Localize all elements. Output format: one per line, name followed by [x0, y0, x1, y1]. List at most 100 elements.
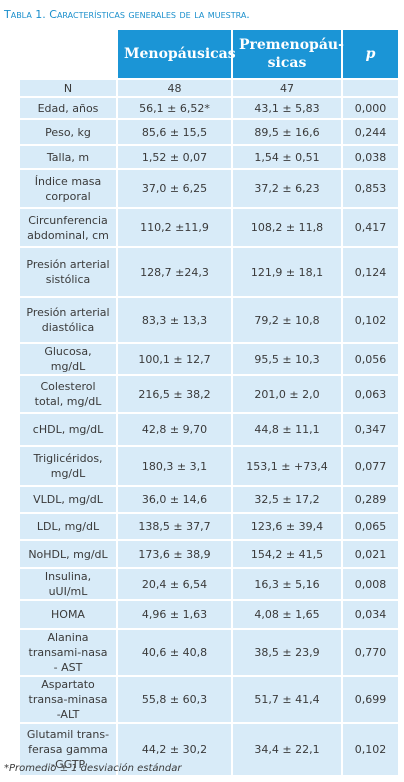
table-row: VLDL, mg/dL 36,0 ± 14,6 32,5 ± 17,2 0,289 [18, 485, 400, 514]
table-cell: 138,5 ± 37,7 [116, 512, 233, 541]
table-row: Edad, años 56,1 ± 6,52* 43,1 ± 5,83 0,000 [18, 96, 400, 120]
table-cell: 0,347 [341, 412, 400, 447]
table-cell: 43,1 ± 5,83 [231, 96, 343, 120]
table-cell: 44,8 ± 11,1 [231, 412, 343, 447]
table-cell: 42,8 ± 9,70 [116, 412, 233, 447]
table-cell: 0,289 [341, 485, 400, 514]
table-cell: 34,4 ± 22,1 [231, 722, 343, 777]
table-cell: 37,2 ± 6,23 [231, 168, 343, 209]
table-row: NoHDL, mg/dL 173,6 ± 38,9 154,2 ± 41,5 0,02… [18, 539, 400, 569]
table-row: HOMA 4,96 ± 1,63 4,08 ± 1,65 0,034 [18, 599, 400, 630]
table-cell: 44,2 ± 30,2 [116, 722, 233, 777]
table: Menopáusicas Premenopáu-sicas p N 48 47 Eda… [18, 28, 400, 777]
table-cell: 79,2 ± 10,8 [231, 296, 343, 344]
table-row: Triglicéridos, mg/dL 180,3 ± 3,1 153,1 ± +… [18, 445, 400, 487]
header-cell: Premenopáu-sicas [231, 28, 344, 80]
table-cell: 0,770 [341, 628, 400, 677]
header-row: Menopáusicas Premenopáu-sicas p [18, 28, 400, 80]
table-cell: 0,244 [341, 118, 400, 146]
table-cell: 0,063 [341, 374, 400, 414]
table-body: N 48 47 Edad, años 56,1 ± 6,52* 43,1 ± 5,83 0,… [18, 78, 400, 777]
row-label: VLDL, mg/dL [18, 485, 118, 514]
table-cell: 0,056 [341, 342, 400, 376]
row-label: Alanina transami-nasa - AST [18, 628, 118, 677]
row-label: HOMA [18, 599, 118, 630]
table-cell: 128,7 ±24,3 [116, 246, 233, 298]
table-cell: 0,038 [341, 144, 400, 170]
table-cell: 110,2 ±11,9 [116, 207, 233, 248]
row-label: Edad, años [18, 96, 118, 120]
row-label: Aspartato transa-minasa -ALT [18, 675, 118, 724]
table-cell: 20,4 ± 6,54 [116, 567, 233, 601]
table-cell: 16,3 ± 5,16 [231, 567, 343, 601]
row-label: Insulina, uUI/mL [18, 567, 118, 601]
table-row: Aspartato transa-minasa -ALT 55,8 ± 60,3 5… [18, 675, 400, 724]
table-cell: 153,1 ± +73,4 [231, 445, 343, 487]
row-label: cHDL, mg/dL [18, 412, 118, 447]
footnote: *Promedio ± 1 desviación estándar [4, 763, 182, 774]
table-row: Presión arterial sistólica 128,7 ±24,3 121… [18, 246, 400, 298]
table-cell: 121,9 ± 18,1 [231, 246, 343, 298]
row-label: Presión arterial diastólica [18, 296, 118, 344]
table-cell: 0,124 [341, 246, 400, 298]
table-cell: 180,3 ± 3,1 [116, 445, 233, 487]
table-cell [341, 78, 400, 98]
header-cell: Menopáusicas [116, 28, 236, 80]
row-label: N [18, 78, 118, 98]
table-cell: 0,021 [341, 539, 400, 569]
header-cell: p [341, 28, 400, 80]
table-cell: 85,6 ± 15,5 [116, 118, 233, 146]
table-row: Glucosa, mg/dL 100,1 ± 12,7 95,5 ± 10,3 0,0… [18, 342, 400, 376]
table-row: Insulina, uUI/mL 20,4 ± 6,54 16,3 ± 5,16 0,… [18, 567, 400, 601]
table-row: Glutamil trans-ferasa gamma -GGTP 44,2 ± … [18, 722, 400, 777]
table-cell: 38,5 ± 23,9 [231, 628, 343, 677]
table-cell: 0,008 [341, 567, 400, 601]
table-row: Índice masa corporal 37,0 ± 6,25 37,2 ± 6,… [18, 168, 400, 209]
row-label: Glucosa, mg/dL [18, 342, 118, 376]
table-cell: 201,0 ± 2,0 [231, 374, 343, 414]
table-row: LDL, mg/dL 138,5 ± 37,7 123,6 ± 39,4 0,065 [18, 512, 400, 541]
row-label: Colesterol total, mg/dL [18, 374, 118, 414]
table-cell: 56,1 ± 6,52* [116, 96, 233, 120]
table-cell: 89,5 ± 16,6 [231, 118, 343, 146]
row-label: Triglicéridos, mg/dL [18, 445, 118, 487]
table-cell: 108,2 ± 11,8 [231, 207, 343, 248]
table-cell: 83,3 ± 13,3 [116, 296, 233, 344]
table-cell: 55,8 ± 60,3 [116, 675, 233, 724]
table-cell: 173,6 ± 38,9 [116, 539, 233, 569]
table-cell: 37,0 ± 6,25 [116, 168, 233, 209]
table-cell: 4,08 ± 1,65 [231, 599, 343, 630]
table-cell: 0,065 [341, 512, 400, 541]
header-cell [18, 28, 118, 80]
table-cell: 95,5 ± 10,3 [231, 342, 343, 376]
table-cell: 4,96 ± 1,63 [116, 599, 233, 630]
row-label: Circunferencia abdominal, cm [18, 207, 118, 248]
table-row: Alanina transami-nasa - AST 40,6 ± 40,8 38… [18, 628, 400, 677]
table-cell: 0,000 [341, 96, 400, 120]
table-cell: 100,1 ± 12,7 [116, 342, 233, 376]
row-label: Glutamil trans-ferasa gamma -GGTP [18, 722, 118, 777]
table-cell: 1,54 ± 0,51 [231, 144, 343, 170]
row-label: Talla, m [18, 144, 118, 170]
table-cell: 0,102 [341, 296, 400, 344]
table-cell: 0,077 [341, 445, 400, 487]
table-row: Presión arterial diastólica 83,3 ± 13,3 79… [18, 296, 400, 344]
table-cell: 0,417 [341, 207, 400, 248]
table-cell: 32,5 ± 17,2 [231, 485, 343, 514]
table-cell: 51,7 ± 41,4 [231, 675, 343, 724]
table-cell: 154,2 ± 41,5 [231, 539, 343, 569]
row-label: Presión arterial sistólica [18, 246, 118, 298]
table-cell: 0,102 [341, 722, 400, 777]
table-row: Circunferencia abdominal, cm 110,2 ±11,9 1… [18, 207, 400, 248]
row-label: Índice masa corporal [18, 168, 118, 209]
table-row: N 48 47 [18, 78, 400, 98]
table-cell: 123,6 ± 39,4 [231, 512, 343, 541]
row-label: LDL, mg/dL [18, 512, 118, 541]
row-label: Peso, kg [18, 118, 118, 146]
table-cell: 40,6 ± 40,8 [116, 628, 233, 677]
table-row: Talla, m 1,52 ± 0,07 1,54 ± 0,51 0,038 [18, 144, 400, 170]
table-cell: 48 [116, 78, 233, 98]
row-label: NoHDL, mg/dL [18, 539, 118, 569]
table-row: Colesterol total, mg/dL 216,5 ± 38,2 201,0… [18, 374, 400, 414]
table-row: Peso, kg 85,6 ± 15,5 89,5 ± 16,6 0,244 [18, 118, 400, 146]
